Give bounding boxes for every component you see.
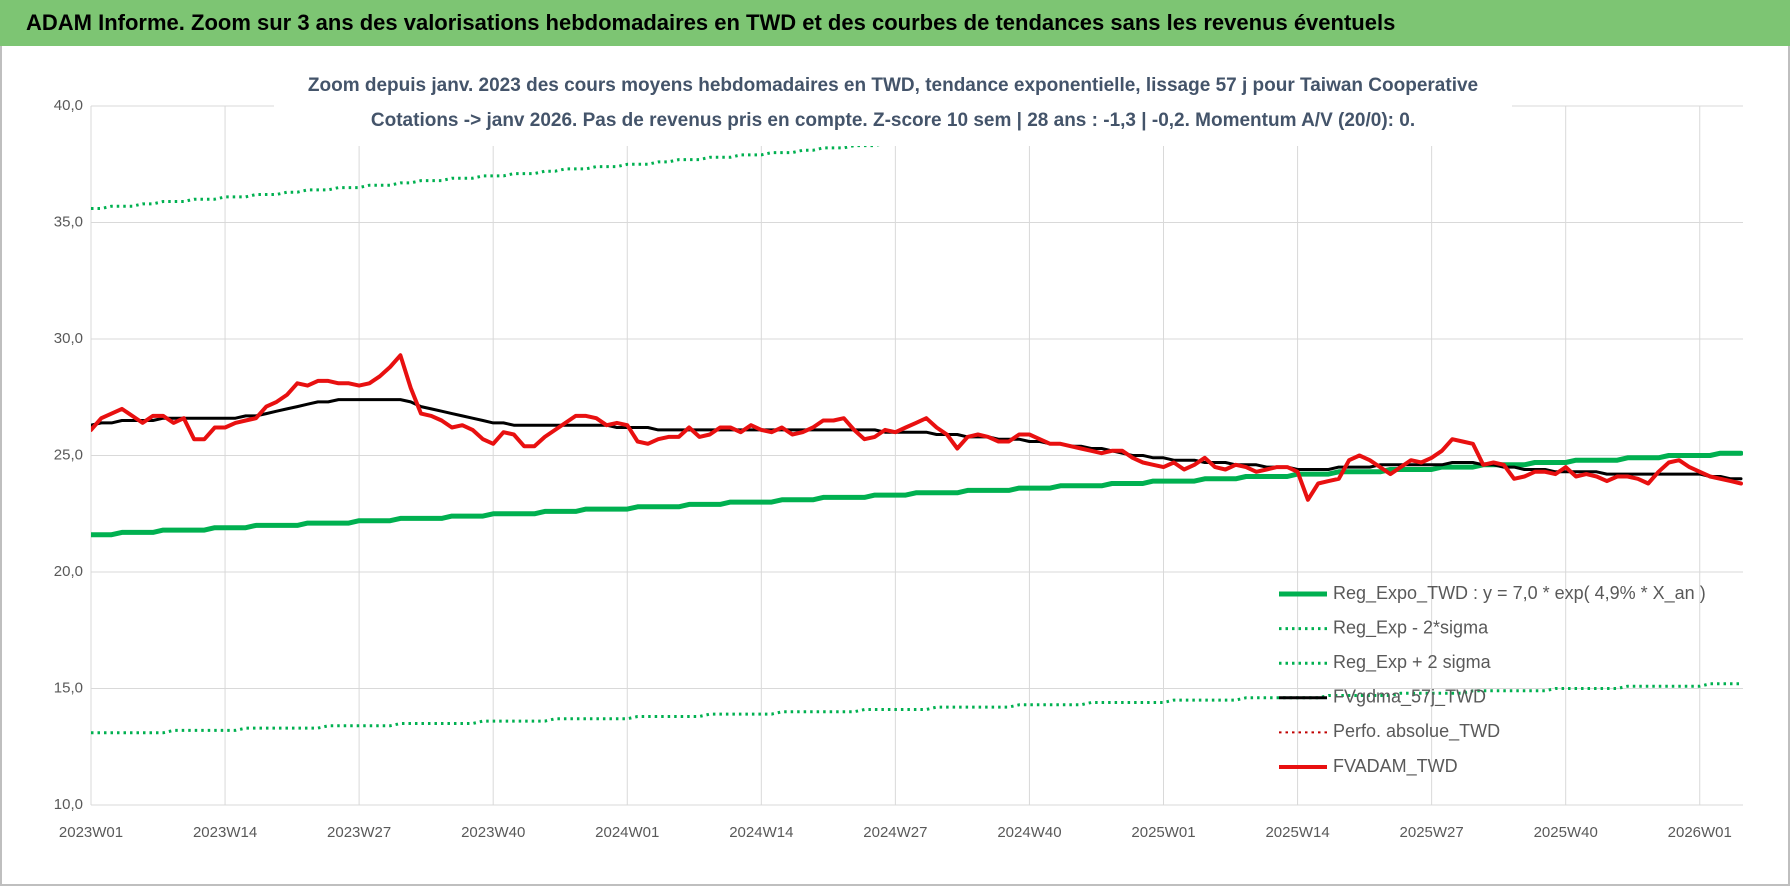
- x-tick-label: 2025W01: [1131, 824, 1195, 841]
- header-bar: [0, 0, 1790, 46]
- x-tick-label: 2024W14: [729, 824, 793, 841]
- chart-title: Zoom depuis janv. 2023 des cours moyens …: [308, 75, 1478, 96]
- legend: Reg_Expo_TWD : y = 7,0 * exp( 4,9% * X_a…: [1279, 583, 1706, 777]
- y-tick-label: 25,0: [54, 446, 83, 463]
- y-tick-label: 30,0: [54, 330, 83, 347]
- x-tick-label: 2023W14: [193, 824, 257, 841]
- legend-label: Reg_Exp - 2*sigma: [1333, 617, 1489, 638]
- series-line: [91, 398, 1743, 481]
- legend-label: FVADAM_TWD: [1333, 756, 1458, 777]
- legend-label: Reg_Exp + 2 sigma: [1333, 652, 1492, 673]
- title-box: [274, 68, 1512, 146]
- x-tick-label: 2026W01: [1668, 824, 1732, 841]
- x-tick-label: 2025W27: [1400, 824, 1464, 841]
- grid: 10,0 15,0 20,0 25,0 30,0 35,0 40,0 2023W01 2023W…: [54, 97, 1743, 841]
- x-tick-label: 2024W40: [997, 824, 1061, 841]
- series-line: [91, 353, 1743, 502]
- x-tick-label: 2025W40: [1534, 824, 1598, 841]
- y-tick-label: 10,0: [54, 796, 83, 813]
- series-line: [91, 682, 1741, 735]
- y-tick-label: 40,0: [54, 97, 83, 114]
- y-tick-label: 20,0: [54, 563, 83, 580]
- x-tick-label: 2023W01: [59, 824, 123, 841]
- x-tick-label: 2024W01: [595, 824, 659, 841]
- series-line: [91, 450, 1743, 538]
- y-tick-label: 15,0: [54, 679, 83, 696]
- header-title: ADAM Informe. Zoom sur 3 ans des valoris…: [26, 10, 1395, 35]
- x-tick-label: 2025W14: [1265, 824, 1329, 841]
- legend-label: FVgdma_57j_TWD: [1333, 687, 1486, 708]
- y-tick-label: 35,0: [54, 213, 83, 230]
- legend-label: Reg_Expo_TWD : y = 7,0 * exp( 4,9% * X_a…: [1333, 583, 1706, 604]
- x-tick-label: 2023W27: [327, 824, 391, 841]
- x-tick-label: 2023W40: [461, 824, 525, 841]
- legend-label: Perfo. absolue_TWD: [1333, 721, 1500, 742]
- chart-subtitle: Cotations -> janv 2026. Pas de revenus p…: [371, 110, 1415, 131]
- x-tick-label: 2024W27: [863, 824, 927, 841]
